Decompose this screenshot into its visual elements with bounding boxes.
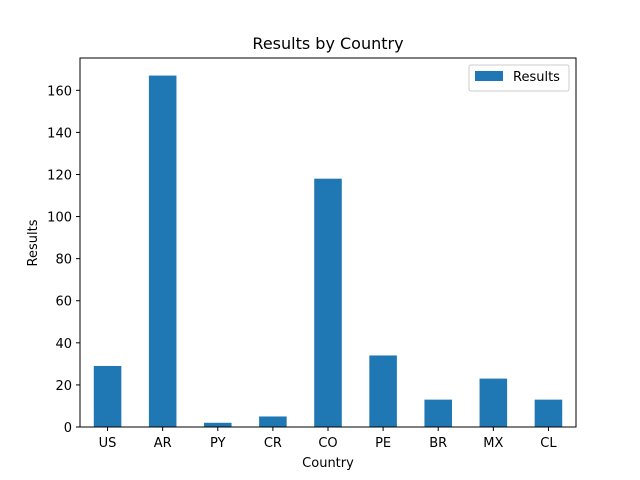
x-tick-label: US bbox=[99, 436, 117, 451]
x-tick-label: CO bbox=[318, 436, 337, 451]
bar-us bbox=[93, 365, 122, 427]
x-tick-label: BR bbox=[429, 436, 447, 451]
x-tick-label: AR bbox=[154, 436, 172, 451]
y-tick-label: 40 bbox=[55, 337, 72, 352]
bar-ar bbox=[148, 75, 177, 427]
y-tick-label: 20 bbox=[55, 379, 72, 394]
bars-group bbox=[93, 75, 563, 427]
y-tick-label: 140 bbox=[47, 126, 72, 141]
bar-pe bbox=[369, 355, 397, 427]
x-axis-label: Country bbox=[302, 456, 354, 471]
y-axis-label: Results bbox=[26, 219, 41, 266]
bar-br bbox=[424, 399, 452, 427]
plot-frame bbox=[79, 57, 577, 428]
bar-mx bbox=[479, 378, 508, 427]
x-tick-label: PY bbox=[210, 436, 226, 451]
chart-title: Results by Country bbox=[252, 34, 403, 53]
y-axis-ticks: 0 20 40 60 80 100 120 140 160 bbox=[47, 84, 80, 436]
legend: Results bbox=[468, 64, 570, 92]
y-tick-label: 120 bbox=[47, 168, 72, 183]
bar-py bbox=[204, 422, 232, 427]
y-tick-label: 100 bbox=[47, 211, 72, 226]
bar-cr bbox=[259, 416, 287, 427]
y-tick-label: 160 bbox=[47, 84, 72, 99]
x-axis-ticks: US AR PY CR CO PE BR MX CL bbox=[99, 427, 557, 451]
bar-cl bbox=[534, 399, 563, 427]
y-tick-label: 80 bbox=[55, 253, 72, 268]
x-tick-label: MX bbox=[483, 436, 503, 451]
bar-co bbox=[314, 178, 342, 427]
x-tick-label: CR bbox=[264, 436, 282, 451]
y-tick-label: 0 bbox=[64, 421, 72, 436]
x-tick-label: CL bbox=[540, 436, 557, 451]
y-tick-label: 60 bbox=[55, 295, 72, 310]
legend-label: Results bbox=[513, 70, 560, 85]
x-tick-label: PE bbox=[375, 436, 391, 451]
legend-swatch bbox=[475, 71, 503, 81]
